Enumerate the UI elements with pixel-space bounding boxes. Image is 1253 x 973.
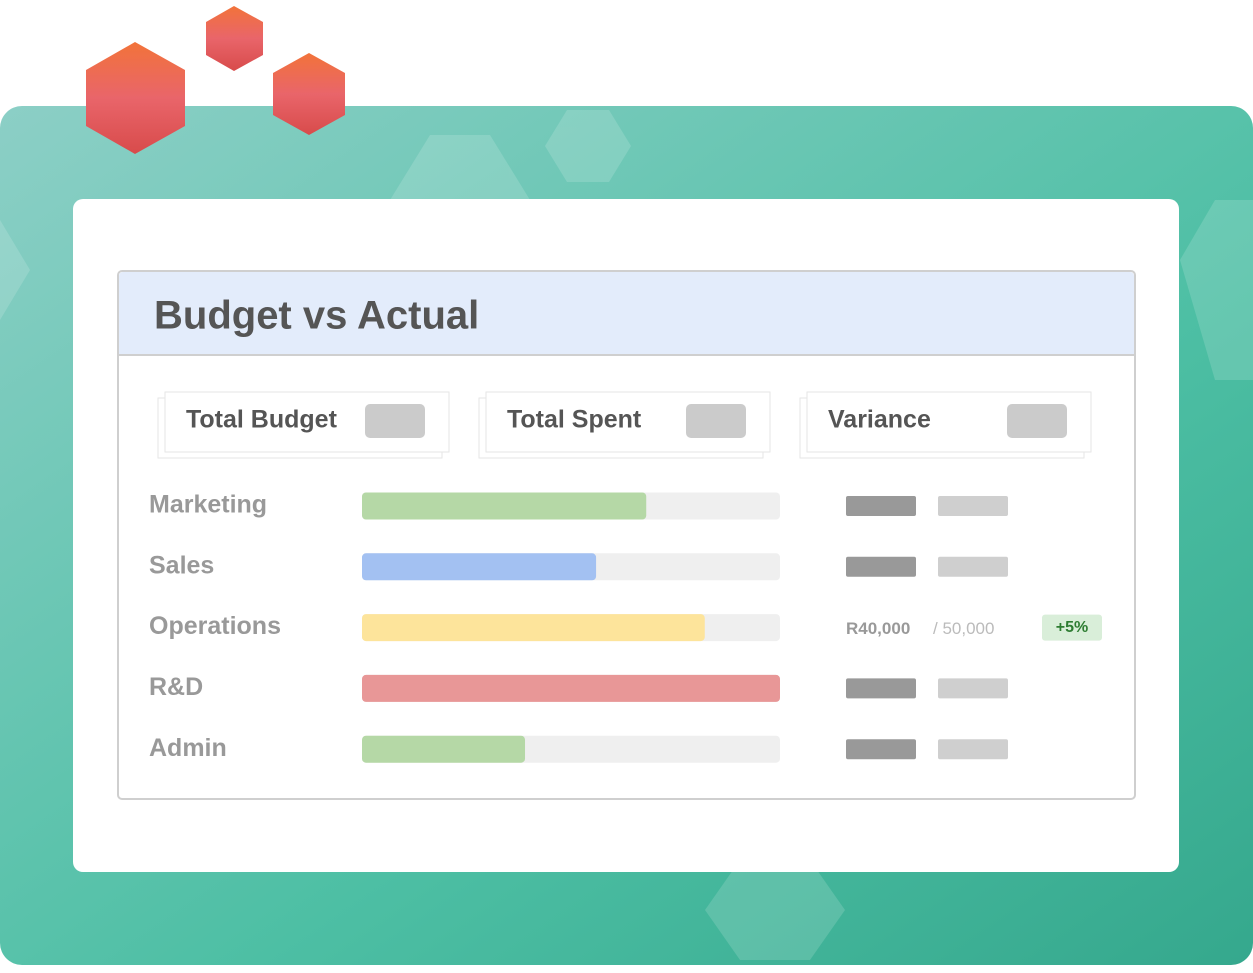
content: Total Budget Total Spent Variance Marketing…: [149, 391, 1102, 763]
bar-fill: [362, 614, 705, 642]
row-label: Operations: [149, 612, 281, 640]
placeholder: [938, 678, 1008, 699]
bg-hexagons: [0, 110, 1253, 960]
value-placeholder: [365, 404, 425, 438]
placeholder: [938, 739, 1008, 760]
spent: R40,000: [846, 619, 910, 638]
bar-fill: [362, 492, 647, 520]
variance-badge: [1042, 614, 1102, 641]
row-label: Admin: [149, 734, 227, 762]
value-placeholder: [1007, 404, 1067, 438]
hexagon: [86, 42, 185, 154]
row-label: Marketing: [149, 491, 267, 519]
placeholder: [938, 496, 1008, 516]
value-placeholder: [686, 404, 746, 438]
summary-label: Total Budget: [186, 406, 338, 434]
row-label: Sales: [149, 551, 214, 579]
placeholder: [846, 496, 916, 516]
budget: / 50,000: [933, 619, 994, 638]
hexagon: [273, 53, 345, 135]
summary-label: Total Spent: [507, 406, 642, 434]
row-label: R&D: [149, 673, 203, 701]
title: Budget vs Actual: [154, 294, 479, 338]
bar-fill: [362, 553, 597, 581]
variance: +5%: [1056, 619, 1088, 636]
placeholder: [846, 556, 916, 577]
hexagon: [206, 6, 263, 71]
summary-label: Variance: [828, 406, 931, 434]
placeholder: [846, 678, 916, 699]
placeholder: [846, 739, 916, 760]
panel-header: [119, 272, 1134, 355]
bar-fill: [362, 735, 526, 763]
placeholder: [938, 556, 1008, 577]
bar-fill: [362, 674, 780, 702]
